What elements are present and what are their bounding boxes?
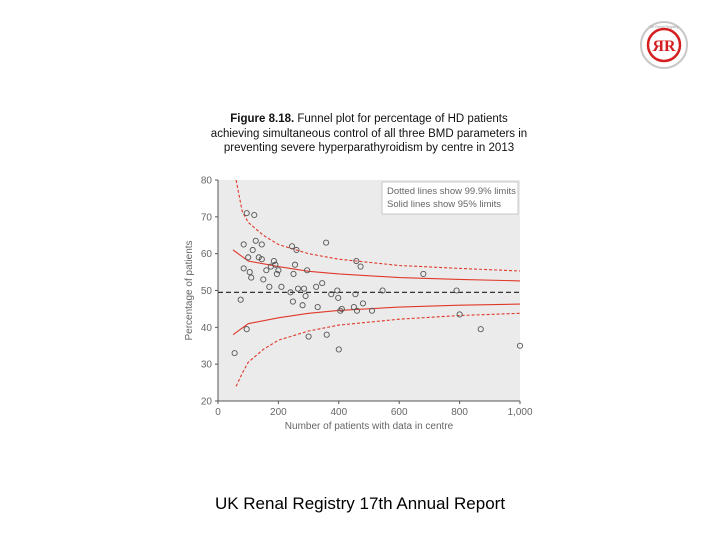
x-tick-label: 1,000: [507, 407, 532, 418]
centre-point: [323, 331, 330, 338]
footer-title: UK Renal Registry 17th Annual Report: [214, 494, 506, 513]
centre-point: [313, 283, 320, 290]
centre-point: [337, 307, 344, 314]
centre-point: [260, 276, 267, 283]
centre-point: [301, 285, 308, 292]
centre-point: [288, 243, 296, 250]
centre-point: [251, 211, 258, 219]
x-tick-label: 400: [330, 407, 347, 418]
centre-point: [357, 263, 364, 270]
plot-area: [218, 180, 520, 401]
centre-point: [353, 257, 360, 265]
logo-ring-text: UK Renal Registry: [650, 25, 679, 29]
legend-entry: Solid lines show 95% limits: [387, 199, 501, 210]
centre-point: [319, 280, 326, 287]
centre-point: [291, 261, 299, 268]
x-tick-label: 0: [215, 407, 221, 418]
centre-point: [359, 300, 367, 307]
y-tick-label: 20: [201, 397, 213, 408]
x-axis-title: Number of patients with data in centre: [285, 421, 454, 432]
y-axis-title: Percentage of patients: [184, 240, 195, 340]
centre-point: [335, 294, 342, 301]
centre-point: [338, 305, 345, 312]
centre-point: [456, 311, 463, 318]
centre-point: [323, 239, 330, 246]
figure-caption-text: Funnel plot for percentage of HD patient…: [210, 113, 528, 154]
limit-999-upper: [235, 179, 521, 272]
centre-point: [243, 210, 250, 217]
centre-point: [270, 257, 277, 265]
x-tick-label: 600: [391, 407, 408, 418]
x-tick-label: 800: [451, 407, 468, 418]
centre-point: [246, 269, 253, 276]
centre-point: [240, 265, 247, 272]
x-tick-label: 200: [270, 407, 287, 418]
centre-point: [255, 254, 262, 261]
centre-point: [263, 267, 270, 274]
centre-point: [258, 256, 265, 263]
centre-point: [477, 326, 484, 333]
centre-point: [240, 241, 247, 248]
legend-box: [381, 181, 519, 215]
registry-logo: ЯR UK Renal Registry: [640, 21, 688, 69]
centre-point: [304, 267, 311, 274]
centre-point: [334, 287, 341, 294]
legend-entry: Dotted lines show 99.9% limits: [387, 186, 516, 197]
limit-95-lower: [232, 303, 521, 336]
centre-point: [258, 241, 265, 248]
centre-point: [314, 304, 321, 311]
centre-point: [272, 261, 279, 268]
figure-label: Figure 8.18.: [230, 113, 295, 125]
limit-999-lower: [235, 312, 521, 387]
centre-point: [273, 270, 280, 277]
centre-point: [420, 270, 427, 277]
centre-point: [368, 307, 376, 314]
centre-point: [379, 287, 386, 294]
figure-caption: Figure 8.18. Funnel plot for percentage …: [210, 112, 528, 156]
y-tick-label: 50: [201, 286, 213, 297]
y-tick-label: 60: [201, 249, 213, 260]
centre-point: [335, 346, 342, 353]
centre-point: [278, 283, 285, 290]
y-tick-label: 70: [201, 212, 213, 223]
centre-point: [289, 298, 296, 305]
centre-point: [252, 237, 259, 244]
centre-point: [248, 274, 255, 281]
logo-text: ЯR: [652, 38, 676, 55]
y-tick-label: 80: [201, 176, 213, 187]
centre-point: [231, 350, 238, 357]
centre-point: [245, 254, 252, 261]
centre-point: [353, 307, 360, 314]
centre-point: [290, 270, 297, 277]
centre-point: [237, 296, 244, 303]
centre-point: [275, 267, 282, 274]
centre-point: [453, 287, 460, 294]
centre-point: [249, 246, 256, 254]
centre-point: [266, 283, 273, 290]
centre-point: [287, 289, 294, 296]
centre-point: [328, 291, 335, 298]
centre-point: [243, 326, 250, 333]
centre-point: [350, 304, 357, 311]
legend: Dotted lines show 99.9% limits Solid line…: [381, 181, 519, 215]
centre-point: [516, 342, 524, 349]
centre-point: [305, 333, 312, 340]
centre-point: [299, 302, 306, 309]
centre-point: [302, 292, 309, 300]
centre-point: [352, 291, 359, 298]
y-tick-label: 40: [201, 323, 213, 334]
y-tick-label: 30: [201, 360, 213, 371]
limit-95-upper: [232, 249, 521, 282]
centre-point: [293, 246, 300, 254]
centre-point: [294, 285, 302, 292]
